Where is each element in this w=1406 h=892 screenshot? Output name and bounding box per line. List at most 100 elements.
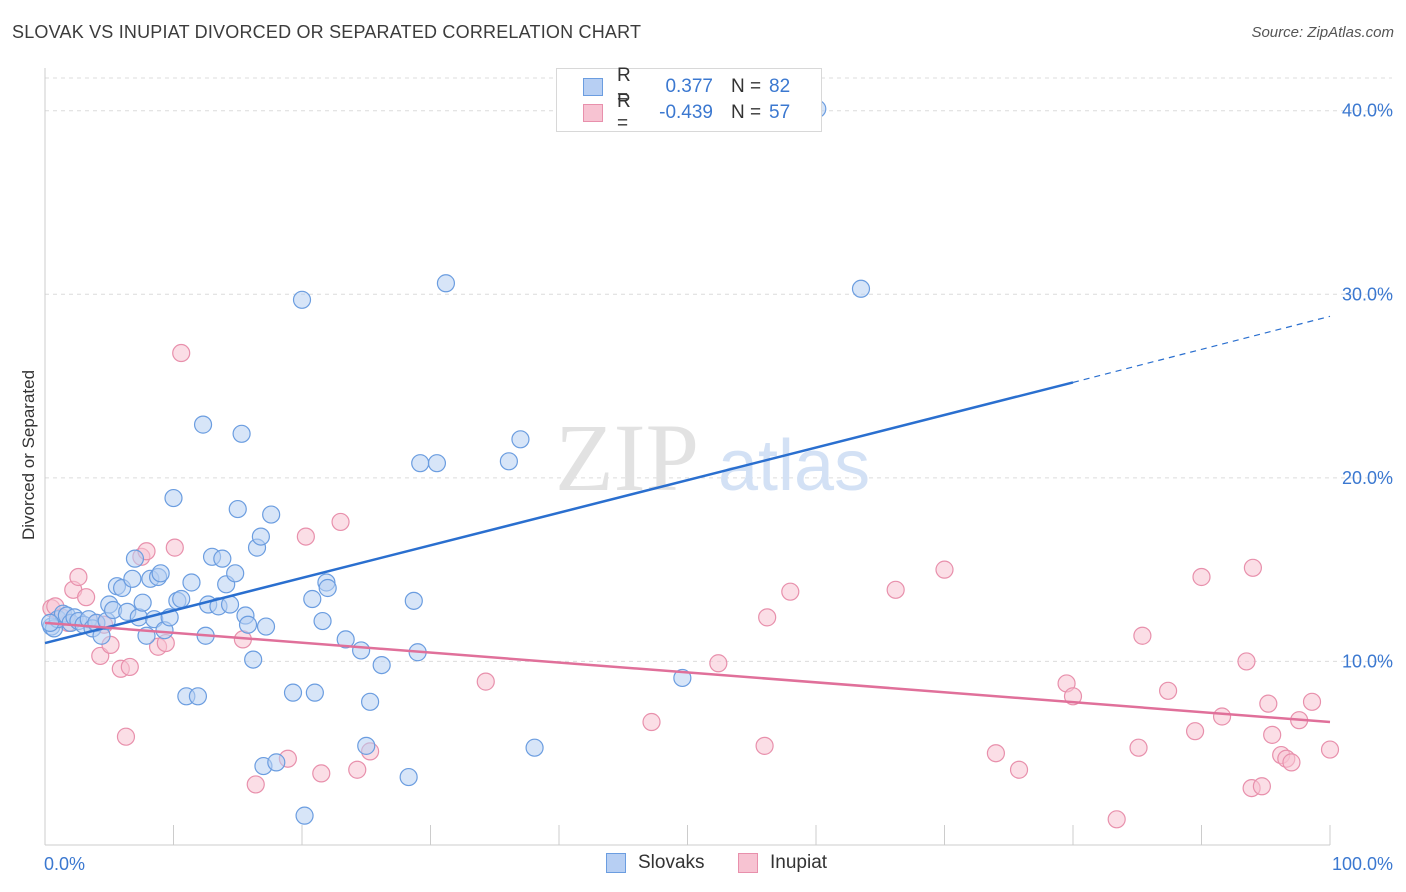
slovaks-point (123, 569, 142, 588)
inupiat-point (758, 608, 777, 627)
inupiat-point (1263, 725, 1282, 744)
slovaks-point (292, 290, 312, 309)
inupiat-trend-line (44, 621, 1331, 724)
slovaks-point (295, 806, 314, 825)
legend-n-label: N = (731, 76, 762, 97)
slovaks-point (399, 767, 418, 787)
x-tick-label-max: 100.0% (1332, 854, 1393, 874)
inupiat-point (886, 580, 905, 599)
slovaks-point (228, 499, 247, 519)
legend-item-slovaks: Slovaks (606, 852, 705, 874)
inupiat-point (1302, 692, 1322, 711)
slovaks-point (427, 454, 447, 473)
slovaks-point (313, 611, 332, 631)
slovaks-point (262, 505, 281, 524)
legend-n-label: N = (731, 102, 762, 123)
inupiat-point (69, 567, 88, 587)
slovaks-point (361, 692, 380, 711)
source-label: Source: ZipAtlas.com (1251, 24, 1394, 41)
slovaks-point (303, 589, 322, 609)
gridlines (45, 77, 1392, 662)
slovaks-point (436, 274, 456, 293)
inupiat-legend-swatch (738, 853, 758, 873)
inupiat-point (1133, 626, 1152, 645)
y-tick-label: 10.0% (1342, 651, 1393, 671)
inupiat-point (1237, 652, 1256, 671)
inupiat-points (42, 343, 1340, 829)
slovaks-trend-extension (1072, 315, 1331, 383)
x-tick-label-min: 0.0% (44, 854, 85, 874)
y-tick-label: 40.0% (1342, 101, 1393, 121)
inupiat-point (986, 744, 1006, 763)
inupiat-point (296, 527, 315, 546)
slovaks-point (256, 617, 276, 636)
inupiat-point (77, 588, 96, 607)
stats-legend: R = 0.377 N = 82 R = -0.439 N = 57 (556, 65, 822, 134)
slovaks-point (244, 650, 263, 669)
inupiat-point (476, 672, 495, 691)
inupiat-point (1259, 694, 1278, 713)
inupiat-point (1185, 722, 1205, 741)
slovaks-point (372, 655, 391, 675)
legend-row-inupiat: R = -0.439 N = 57 (583, 91, 791, 134)
slovaks-point (305, 683, 324, 702)
legend-n-value: 57 (769, 102, 791, 123)
inupiat-point (709, 654, 728, 673)
legend-item-inupiat: Inupiat (738, 852, 827, 874)
legend-r-label: R = (617, 91, 631, 134)
slovaks-swatch (583, 78, 603, 96)
y-tick-label: 20.0% (1342, 468, 1393, 488)
slovaks-point (851, 279, 871, 298)
slovaks-point (193, 415, 213, 434)
inupiat-point (935, 560, 954, 579)
slovaks-point (525, 738, 544, 757)
inupiat-point (312, 764, 331, 783)
slovaks-point (125, 549, 145, 568)
inupiat-point (1320, 740, 1340, 759)
inupiat-point (1009, 760, 1029, 779)
inupiat-point (755, 736, 774, 755)
inupiat-point (1129, 738, 1148, 757)
inupiat-legend-label: Inupiat (770, 852, 828, 873)
slovaks-point (352, 641, 371, 660)
inupiat-point (1212, 707, 1232, 726)
inupiat-point (348, 760, 367, 779)
legend-r-value: 0.377 (665, 76, 713, 97)
watermark-zip: ZIP (555, 404, 699, 511)
chart-title: SLOVAK VS INUPIAT DIVORCED OR SEPARATED … (12, 22, 642, 42)
inupiat-point (1282, 753, 1301, 772)
slovaks-point (213, 549, 232, 568)
inupiat-point (1107, 810, 1126, 829)
slovaks-point (151, 564, 170, 583)
y-tick-labels: 10.0% 20.0% 30.0% 40.0% (1342, 101, 1393, 672)
watermark: ZIP atlas (555, 404, 870, 511)
trend-lines (44, 315, 1331, 724)
slovaks-legend-label: Slovaks (638, 852, 705, 873)
inupiat-point (331, 512, 350, 532)
inupiat-swatch (583, 104, 603, 122)
legend-r-label: R = (617, 65, 631, 108)
slovaks-point (499, 452, 518, 471)
slovaks-point (404, 591, 423, 610)
slovaks-point (511, 430, 530, 449)
inupiat-point (246, 775, 265, 794)
slovaks-point (188, 687, 208, 706)
inupiat-point (165, 538, 184, 557)
slovaks-point (182, 573, 201, 592)
series-legend: Slovaks Inupiat (0, 852, 1406, 876)
inupiat-point (120, 657, 139, 677)
y-tick-label: 30.0% (1342, 284, 1393, 304)
slovaks-point (251, 527, 270, 546)
slovaks-point (357, 736, 376, 755)
slovaks-points (41, 99, 871, 825)
slovaks-point (673, 668, 692, 688)
slovaks-point (318, 578, 337, 598)
slovaks-point (133, 593, 152, 612)
inupiat-point (116, 727, 136, 746)
slovaks-point (226, 564, 245, 583)
slovaks-point (238, 615, 258, 634)
slovaks-point (267, 753, 286, 772)
legend-row-slovaks: R = 0.377 N = 82 (583, 65, 790, 108)
inupiat-point (1252, 777, 1271, 796)
